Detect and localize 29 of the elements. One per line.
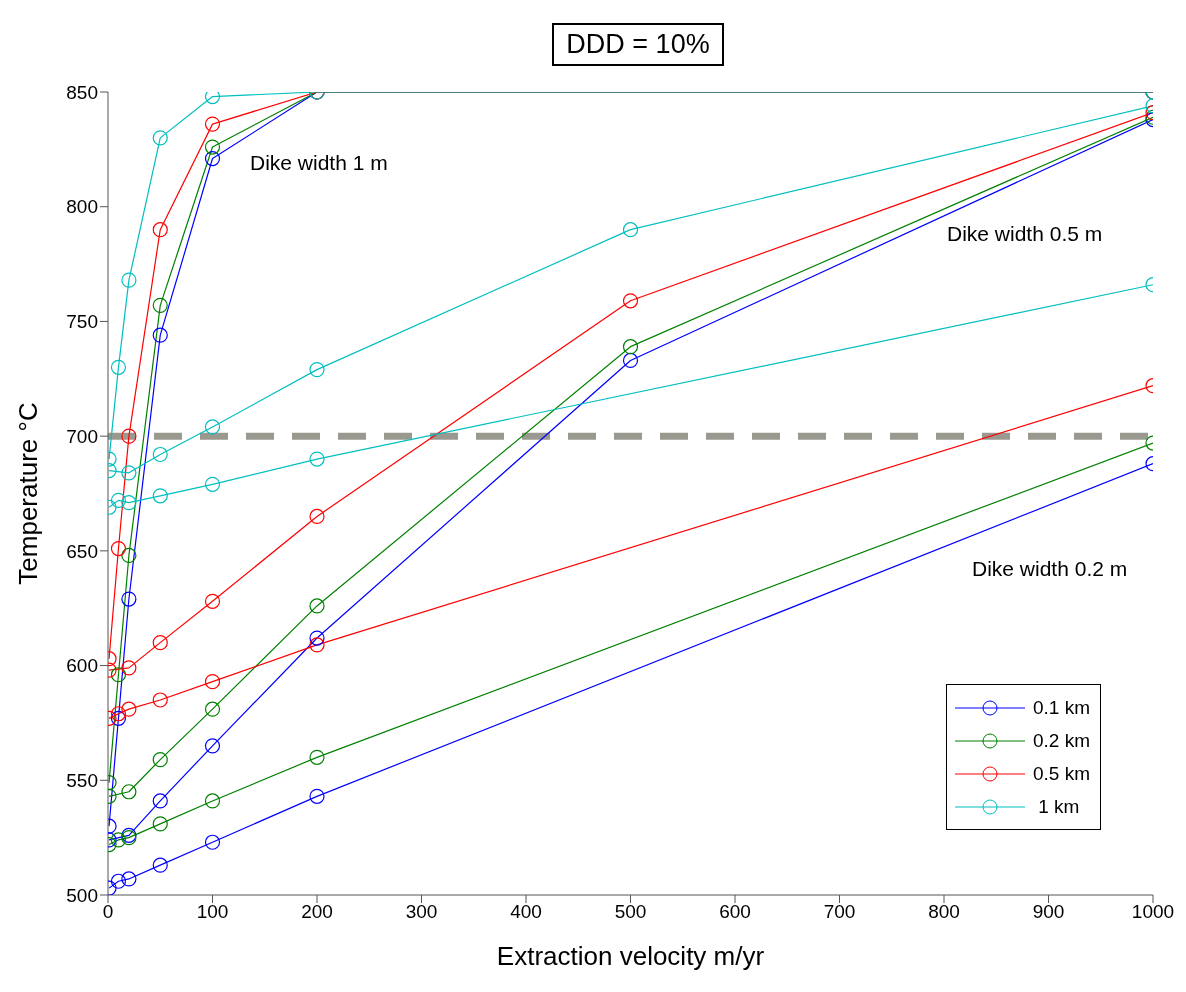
x-tick-label: 300 — [405, 901, 438, 923]
y-tick-label: 500 — [66, 884, 98, 906]
x-tick-label: 600 — [719, 901, 751, 923]
legend-label: 0.2 km — [1033, 729, 1091, 752]
x-tick-label: 800 — [928, 901, 960, 923]
legend-label: 1 km — [1037, 795, 1080, 818]
x-tick-label: 400 — [510, 901, 542, 923]
x-tick-label: 500 — [614, 901, 647, 923]
annotation: Dike width 1 m — [250, 151, 388, 175]
y-tick-label: 800 — [66, 196, 98, 218]
y-tick-label: 700 — [66, 425, 98, 447]
y-tick-label: 850 — [66, 81, 98, 103]
y-tick-label: 600 — [66, 655, 98, 677]
legend-label: 0.1 km — [1033, 696, 1091, 719]
y-tick-label: 750 — [66, 311, 98, 333]
chart-title: DDD = 10% — [552, 22, 724, 66]
x-axis-title: Extraction velocity m/yr — [496, 941, 765, 971]
y-axis-title: Temperature °C — [13, 402, 44, 585]
x-tick-label: 700 — [823, 901, 856, 923]
x-tick-label: 200 — [301, 901, 333, 923]
x-tick-label: 900 — [1032, 901, 1065, 923]
annotation: Dike width 0.5 m — [947, 222, 1103, 246]
legend-label: 0.5 km — [1033, 762, 1091, 785]
annotation: Dike width 0.2 m — [972, 557, 1128, 581]
y-tick-label: 650 — [66, 540, 98, 562]
x-tick-label: 1000 — [1131, 901, 1175, 923]
x-tick-label: 100 — [196, 901, 229, 923]
x-tick-label: 0 — [102, 901, 114, 923]
y-tick-label: 550 — [66, 770, 98, 792]
